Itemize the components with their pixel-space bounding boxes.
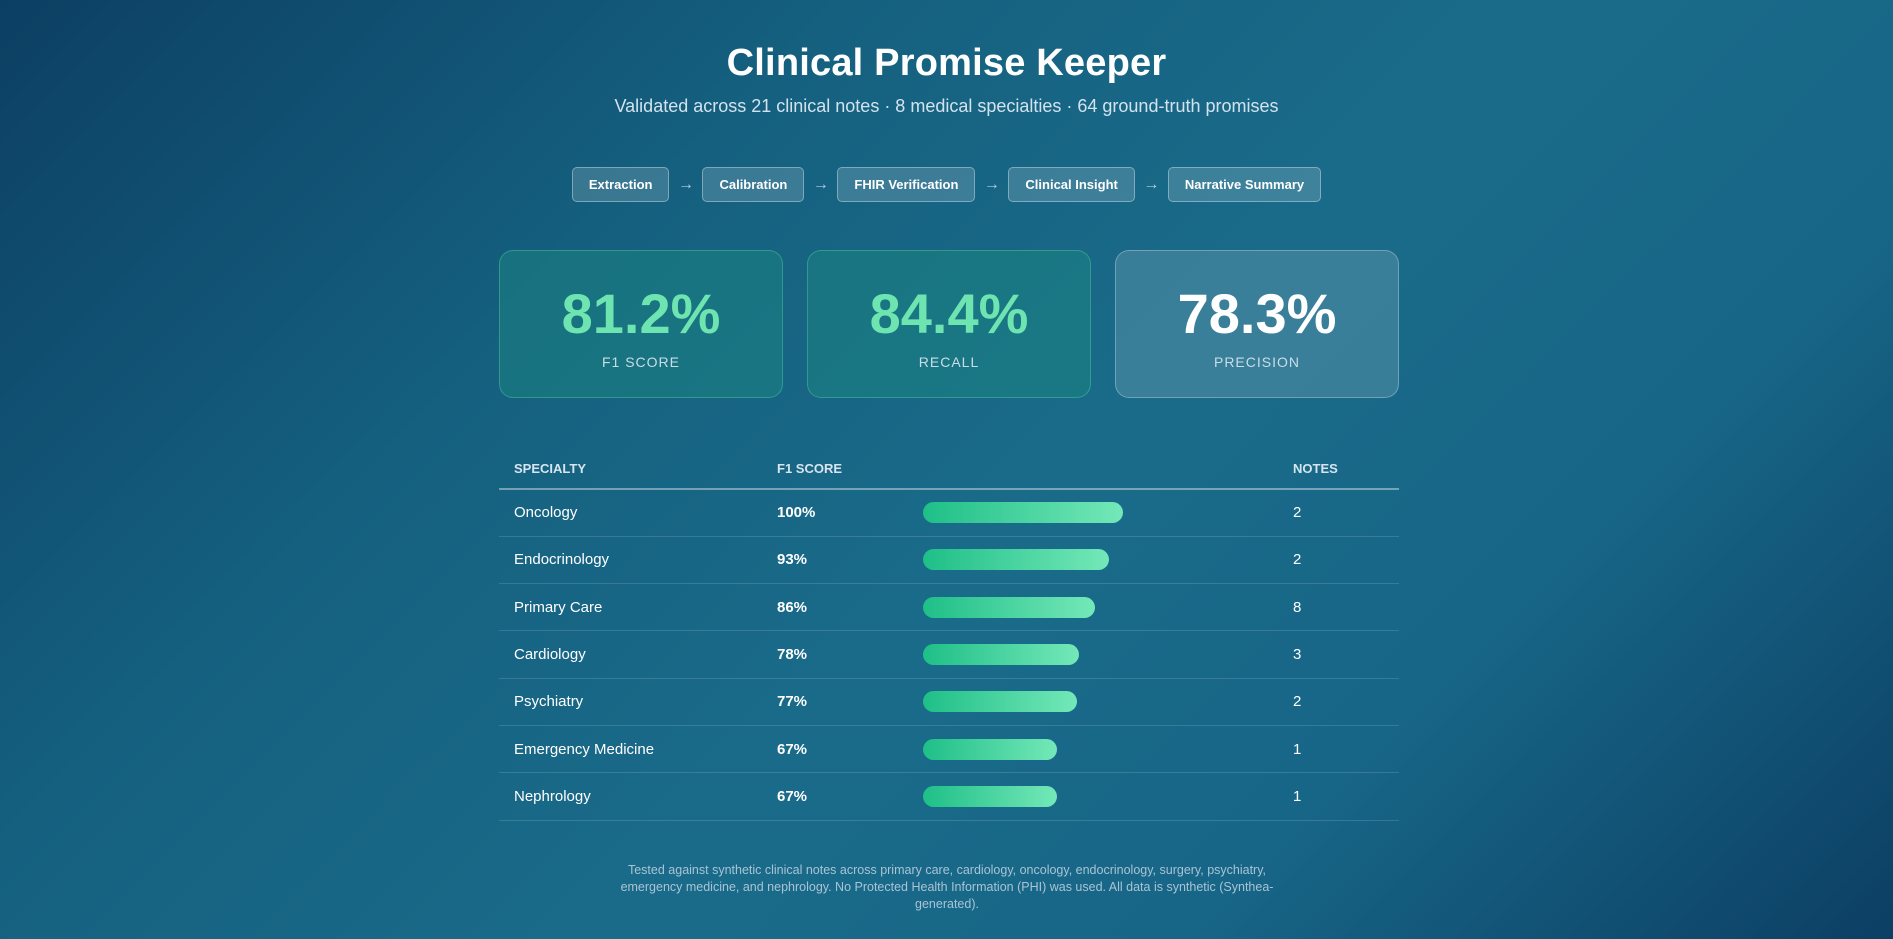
notes-count: 1: [1278, 772, 1399, 821]
table-row: Cardiology 78% 3: [499, 630, 1399, 679]
table-row: Nephrology 67% 1: [499, 772, 1399, 821]
f1-score-value: 67%: [762, 725, 908, 774]
f1-bar-track: [923, 691, 1123, 713]
f1-score-value: 78%: [762, 630, 908, 679]
table-body: Oncology 100% 2 Endocrinology 93% 2 Primary Ca…: [499, 489, 1399, 821]
f1-bar-cell: [908, 489, 1278, 537]
notes-count: 8: [1278, 583, 1399, 632]
f1-bar-fill: [923, 738, 1057, 760]
metric-value: 84.4%: [869, 282, 1029, 345]
footer-disclaimer: Tested against synthetic clinical notes …: [620, 863, 1274, 911]
metric-card-f1: 81.2% F1 SCORE: [499, 250, 783, 398]
notes-count: 2: [1278, 678, 1399, 726]
pipeline-step-fhir-verification: FHIR Verification: [837, 167, 976, 202]
metric-label: RECALL: [918, 354, 980, 370]
f1-bar-cell: [908, 678, 1278, 726]
f1-bar-fill: [923, 502, 1123, 524]
f1-bar-cell: [908, 583, 1278, 632]
column-header-bar: [908, 448, 1278, 490]
f1-score-value: 67%: [762, 772, 908, 821]
column-header-specialty: SPECIALTY: [499, 448, 762, 490]
arrow-right-icon: →: [677, 175, 694, 193]
f1-bar-track: [923, 502, 1123, 524]
metric-card-recall: 84.4% RECALL: [807, 250, 1091, 398]
column-header-f1-score: F1 SCORE: [762, 448, 908, 490]
specialty-name: Emergency Medicine: [499, 725, 762, 774]
arrow-right-icon: →: [983, 175, 1000, 193]
f1-bar-cell: [908, 725, 1278, 774]
specialty-name: Primary Care: [499, 583, 762, 632]
metric-value: 78.3%: [1177, 282, 1337, 345]
f1-score-value: 100%: [762, 489, 908, 537]
f1-score-value: 77%: [762, 678, 908, 726]
page-subtitle: Validated across 21 clinical notes · 8 m…: [614, 96, 1279, 116]
f1-score-value: 86%: [762, 583, 908, 632]
f1-bar-cell: [908, 630, 1278, 679]
metric-value: 81.2%: [561, 282, 721, 345]
pipeline-step-narrative-summary: Narrative Summary: [1167, 167, 1322, 202]
f1-bar-track: [923, 644, 1123, 666]
f1-bar-fill: [923, 549, 1109, 571]
specialty-name: Nephrology: [499, 772, 762, 821]
metric-cards: 81.2% F1 SCORE 84.4% RECALL 78.3% PRECIS…: [499, 250, 1399, 398]
f1-bar-track: [923, 738, 1123, 760]
table-row: Endocrinology 93% 2: [499, 536, 1399, 585]
metric-label: PRECISION: [1213, 354, 1300, 370]
pipeline-step-calibration: Calibration: [702, 167, 805, 202]
notes-count: 2: [1278, 489, 1399, 537]
pipeline-step-extraction: Extraction: [571, 167, 670, 202]
page-title: Clinical Promise Keeper: [726, 42, 1167, 84]
f1-bar-fill: [923, 644, 1079, 666]
table-row: Emergency Medicine 67% 1: [499, 725, 1399, 774]
notes-count: 3: [1278, 630, 1399, 679]
specialty-table: SPECIALTY F1 SCORE NOTES Oncology 100% 2 En…: [499, 448, 1399, 821]
f1-bar-fill: [923, 785, 1057, 807]
table-row: Primary Care 86% 8: [499, 583, 1399, 632]
table-row: Psychiatry 77% 2: [499, 678, 1399, 726]
table-header-row: SPECIALTY F1 SCORE NOTES: [499, 448, 1399, 490]
specialty-name: Endocrinology: [499, 536, 762, 585]
notes-count: 2: [1278, 536, 1399, 585]
metric-label: F1 SCORE: [601, 354, 680, 370]
table-row: Oncology 100% 2: [499, 489, 1399, 537]
f1-bar-fill: [923, 691, 1077, 713]
pipeline-steps: Extraction → Calibration → FHIR Verifica…: [0, 167, 1893, 202]
f1-bar-cell: [908, 772, 1278, 821]
specialty-name: Oncology: [499, 489, 762, 537]
pipeline-step-clinical-insight: Clinical Insight: [1008, 167, 1135, 202]
arrow-right-icon: →: [812, 175, 829, 193]
arrow-right-icon: →: [1143, 175, 1160, 193]
notes-count: 1: [1278, 725, 1399, 774]
f1-bar-track: [923, 549, 1123, 571]
column-header-notes: NOTES: [1278, 448, 1399, 490]
f1-score-value: 93%: [762, 536, 908, 585]
f1-bar-cell: [908, 536, 1278, 585]
f1-bar-track: [923, 785, 1123, 807]
specialty-name: Psychiatry: [499, 678, 762, 726]
specialty-name: Cardiology: [499, 630, 762, 679]
f1-bar-track: [923, 596, 1123, 618]
metric-card-precision: 78.3% PRECISION: [1115, 250, 1399, 398]
f1-bar-fill: [923, 596, 1095, 618]
